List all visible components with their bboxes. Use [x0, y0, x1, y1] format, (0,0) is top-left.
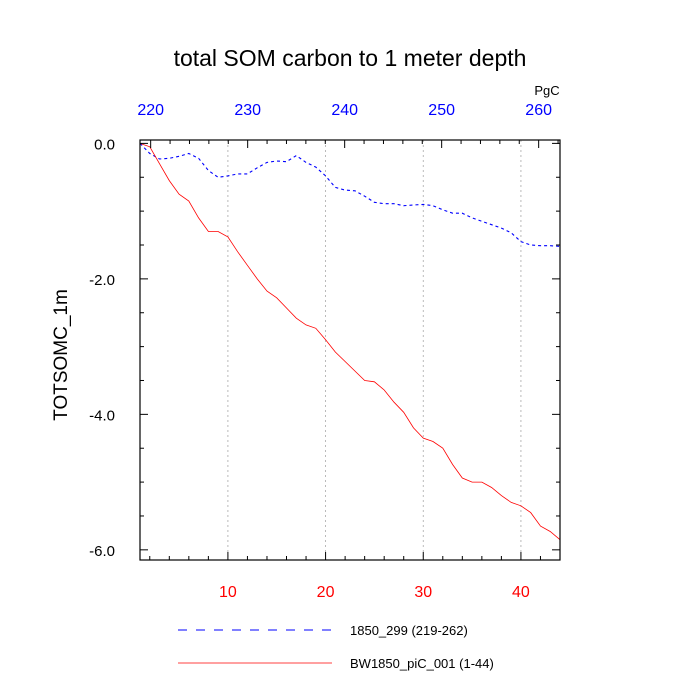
top-tick-label-260: 260 [525, 102, 552, 119]
left-tick-label-0: 0.0 [94, 136, 115, 153]
chart-title: total SOM carbon to 1 meter depth [174, 45, 527, 71]
grid-lines [227, 140, 522, 560]
y-axis-title: TOTSOMC_1m [51, 289, 72, 421]
bottom-tick-label-30: 30 [414, 584, 432, 601]
bottom-tick-label-20: 20 [317, 584, 335, 601]
axes-layer: 10 20 30 40 220 230 240 250 260 0.0 -2.0 -4.0 -6.0 [89, 102, 561, 601]
left-tick-label-2: -4.0 [89, 407, 115, 424]
top-tick-label-250: 250 [428, 102, 455, 119]
legend-label-1850-299: 1850_299 (219-262) [350, 623, 468, 638]
series-layer [139, 143, 561, 541]
left-tick-label-3: -6.0 [89, 543, 115, 560]
top-tick-label-240: 240 [331, 102, 358, 119]
bottom-tick-label-40: 40 [512, 584, 530, 601]
top-tick-label-220: 220 [137, 102, 164, 119]
top-tick-label-230: 230 [234, 102, 261, 119]
legend: 1850_299 (219-262) BW1850_piC_001 (1-44) [178, 623, 494, 671]
legend-label-bw1850: BW1850_piC_001 (1-44) [350, 656, 494, 671]
plot-frame [139, 139, 561, 561]
series-line-bw1850 [139, 143, 561, 541]
series-line-1850-299 [139, 143, 561, 247]
left-tick-label-1: -2.0 [89, 272, 115, 289]
units-label: PgC [534, 83, 559, 98]
bottom-tick-label-10: 10 [219, 584, 237, 601]
